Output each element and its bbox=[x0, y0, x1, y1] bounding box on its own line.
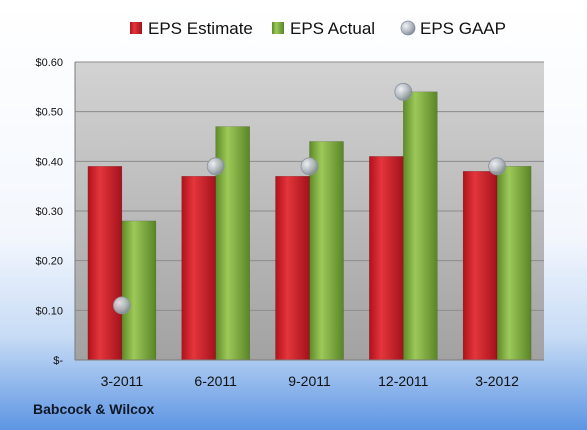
legend: EPS Estimate EPS Actual EPS GAAP bbox=[130, 19, 506, 38]
bar-eps-estimate bbox=[369, 156, 404, 361]
bar-eps-estimate bbox=[87, 166, 123, 361]
legend-swatch bbox=[130, 22, 142, 34]
y-tick-label: $0.50 bbox=[35, 107, 63, 119]
y-tick-label: $0.40 bbox=[35, 156, 63, 168]
y-tick-label: $0.60 bbox=[35, 57, 63, 69]
bar-eps-estimate bbox=[462, 171, 498, 361]
x-tick-label: 3-2011 bbox=[101, 373, 144, 389]
marker-eps-gaap bbox=[488, 157, 507, 176]
marker-eps-gaap bbox=[300, 157, 319, 176]
legend-swatch bbox=[272, 22, 284, 34]
gaap-markers bbox=[113, 82, 507, 315]
x-tick-label: 12-2011 bbox=[378, 373, 429, 389]
marker-eps-gaap bbox=[206, 157, 225, 176]
bar-eps-actual bbox=[496, 166, 532, 361]
x-tick-label: 3-2012 bbox=[475, 373, 519, 389]
legend-label: EPS Estimate bbox=[148, 19, 253, 38]
company-name: Babcock & Wilcox bbox=[33, 401, 155, 417]
x-tick-label: 9-2011 bbox=[288, 373, 331, 389]
bar-eps-actual bbox=[121, 220, 157, 361]
bar-eps-estimate bbox=[181, 175, 216, 361]
bar-eps-actual bbox=[403, 91, 438, 361]
legend-label: EPS Actual bbox=[290, 19, 375, 38]
y-tick-label: $0.20 bbox=[35, 256, 63, 268]
marker-eps-gaap bbox=[113, 296, 131, 315]
legend-label: EPS GAAP bbox=[420, 19, 506, 38]
x-tick-label: 6-2011 bbox=[194, 373, 237, 389]
y-tick-label: $0.30 bbox=[35, 206, 63, 218]
bar-eps-estimate bbox=[275, 175, 310, 361]
y-tick-label: $- bbox=[53, 355, 63, 367]
axes: $0.60 $0.50 $0.40 $0.30 $0.20 $0.10 $- 3-2011 6-… bbox=[35, 57, 544, 389]
bars bbox=[87, 91, 532, 361]
legend-swatch bbox=[400, 20, 416, 36]
marker-eps-gaap bbox=[394, 82, 413, 101]
bar-eps-actual bbox=[309, 141, 344, 361]
y-tick-label: $0.10 bbox=[35, 305, 63, 317]
